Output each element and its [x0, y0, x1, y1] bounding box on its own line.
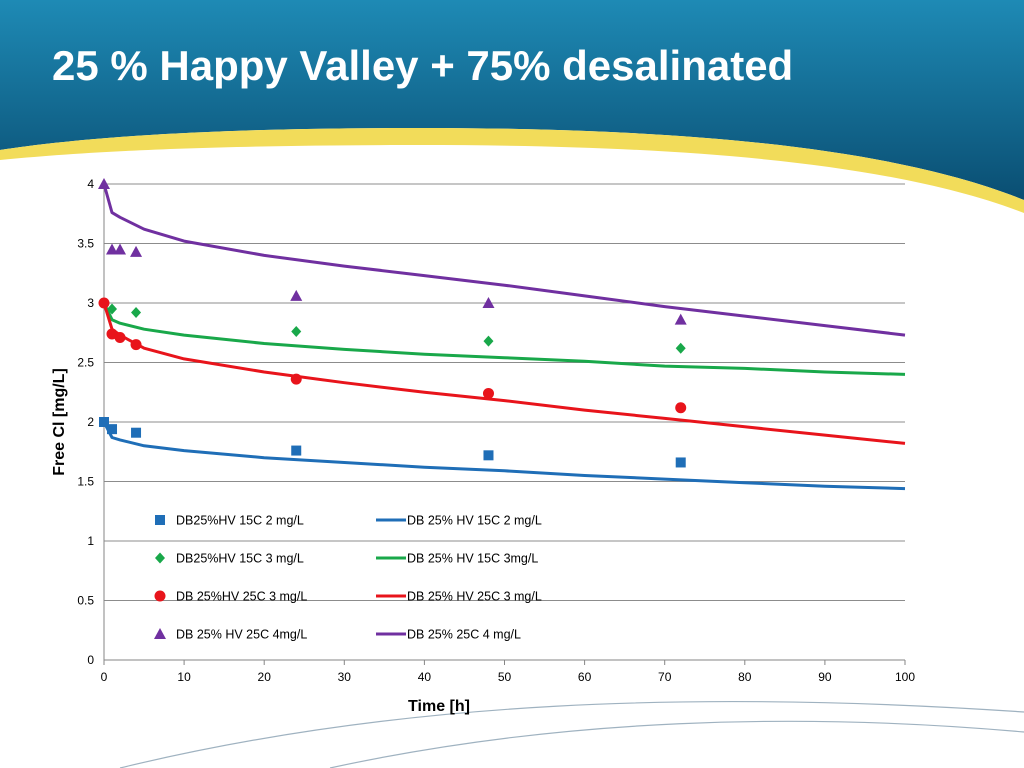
legend-label: DB 25%HV 25C 3 mg/L	[176, 590, 307, 604]
series	[98, 178, 906, 491]
legend-marker	[154, 590, 166, 602]
data-point	[290, 373, 302, 385]
data-point	[99, 417, 109, 427]
legend-marker	[155, 515, 165, 525]
legend-label: DB25%HV 15C 3 mg/L	[176, 552, 304, 566]
data-point	[114, 243, 127, 255]
data-point	[674, 313, 687, 325]
x-tick-label: 10	[177, 670, 191, 684]
data-point	[131, 427, 142, 438]
series-line	[102, 183, 906, 337]
data-point	[291, 326, 302, 338]
legend-label: DB 25% HV 15C 3mg/L	[407, 552, 538, 566]
data-point	[98, 178, 110, 189]
data-point	[483, 450, 494, 461]
data-point	[291, 445, 302, 456]
x-tick-label: 60	[578, 670, 592, 684]
x-tick-label: 100	[895, 670, 915, 684]
legend-marker	[154, 628, 166, 639]
x-tick-label: 80	[738, 670, 752, 684]
y-tick-label: 1	[87, 534, 94, 548]
data-point	[675, 402, 687, 414]
data-point	[106, 243, 119, 255]
data-point	[290, 289, 303, 301]
legend-label: DB25%HV 15C 2 mg/L	[176, 514, 304, 528]
y-tick-label: 4	[87, 177, 94, 191]
slide-title: 25 % Happy Valley + 75% desalinated	[52, 42, 794, 89]
data-point	[675, 457, 686, 468]
legend: DB25%HV 15C 2 mg/L DB25%HV 15C 3 mg/L DB 2…	[154, 514, 542, 642]
data-point	[675, 342, 686, 354]
series-line	[102, 421, 906, 491]
x-axis-title: Time [h]	[408, 698, 470, 715]
x-tick-label: 70	[658, 670, 672, 684]
footer-swoosh-2	[329, 720, 1024, 768]
header-band	[0, 0, 1024, 200]
y-axis-title: Free Cl [mg/L]	[51, 368, 68, 476]
y-tick-label: 3.5	[77, 237, 94, 251]
y-tick-label: 0.5	[77, 594, 94, 608]
y-tick-label: 1.5	[77, 475, 94, 489]
data-point	[131, 307, 142, 319]
footer-swoosh-1	[119, 700, 1024, 768]
legend-marker	[155, 552, 165, 564]
y-tick-label: 0	[87, 653, 94, 667]
data-point	[98, 297, 110, 309]
x-tick-label: 50	[498, 670, 512, 684]
data-point	[114, 332, 126, 344]
y-tick-label: 3	[87, 296, 94, 310]
y-tick-label: 2.5	[77, 356, 94, 370]
x-tick-label: 40	[418, 670, 432, 684]
y-tick-label: 2	[87, 415, 94, 429]
data-point	[483, 335, 494, 347]
data-point	[130, 245, 143, 257]
data-point	[482, 297, 495, 308]
series-line	[102, 302, 906, 376]
legend-label: DB 25% HV 25C 3 mg/L	[407, 590, 542, 604]
x-tick-label: 30	[338, 670, 352, 684]
header-swoosh	[0, 128, 1024, 213]
x-tick-label: 20	[258, 670, 272, 684]
data-point	[482, 387, 494, 399]
legend-label: DB 25% 25C 4 mg/L	[407, 628, 521, 642]
x-tick-label: 90	[818, 670, 832, 684]
data-point	[107, 424, 118, 435]
gridlines	[104, 183, 905, 661]
legend-label: DB 25% HV 25C 4mg/L	[176, 628, 307, 642]
data-point	[107, 303, 118, 315]
x-tick-label: 0	[101, 670, 108, 684]
data-point	[130, 339, 142, 351]
legend-label: DB 25% HV 15C 2 mg/L	[407, 514, 542, 528]
